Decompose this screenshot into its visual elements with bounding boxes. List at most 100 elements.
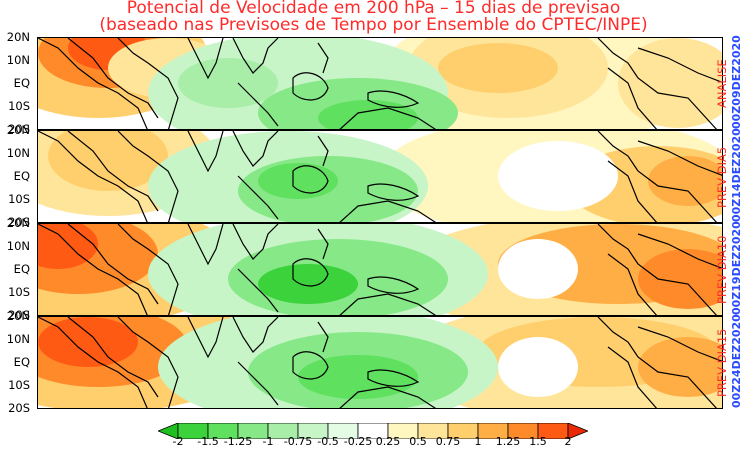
contour-blob-8 [498, 141, 618, 211]
colorbar-max-triangle [567, 423, 588, 439]
colorbar [158, 423, 588, 439]
colorbar-tick-label: 0.75 [435, 435, 461, 448]
coastline-4 [232, 317, 279, 353]
coastline-5 [237, 82, 279, 127]
coastline-11 [607, 160, 658, 222]
coastline-0 [38, 38, 148, 129]
map-field [38, 317, 722, 408]
colorbar-tick-label: 1.25 [495, 435, 521, 448]
coastline-0 [38, 224, 148, 315]
coastline-4 [232, 131, 279, 167]
coastline-2 [117, 317, 179, 408]
coastline-5 [237, 361, 279, 406]
coastline-8 [367, 276, 420, 294]
lat-label-20n: 20N [6, 309, 30, 323]
panel-date: 00Z09DEZ2020 [730, 35, 743, 129]
panel-date: 00Z19DEZ2020 [730, 221, 743, 315]
lat-label-20s: 20S [8, 122, 30, 136]
coastline-1 [67, 38, 159, 119]
coastline-5 [237, 268, 279, 313]
coastline-3 [187, 38, 224, 80]
lat-label-eq: EQ [13, 355, 30, 369]
coastline-7 [317, 228, 329, 260]
colorbar-tick-label: -1.25 [223, 435, 253, 448]
coastline-4 [232, 38, 279, 74]
coastline-8 [367, 90, 420, 108]
lat-label-20n: 20N [6, 123, 30, 137]
lat-label-10s: 10S [8, 378, 30, 392]
lat-label-10s: 10S [8, 192, 30, 206]
lat-label-10n: 10N [6, 53, 30, 67]
contour-blob-9 [498, 337, 578, 397]
contour-blob-5 [638, 249, 722, 309]
contour-blob-2 [38, 317, 138, 367]
contour-blob-11 [178, 58, 278, 108]
coastline-9 [339, 200, 437, 222]
map-panel-2 [37, 130, 723, 223]
colorbar-tick-label: -1.5 [197, 435, 219, 448]
coastline-3 [187, 131, 224, 173]
colorbar-tick-label: -1 [262, 435, 274, 448]
coastline-9 [339, 386, 437, 408]
contour-blob-9 [498, 239, 578, 299]
lat-label-20s: 20S [8, 401, 30, 415]
map-field [38, 224, 722, 315]
coastline-7 [317, 135, 329, 167]
lat-label-10n: 10N [6, 146, 30, 160]
lat-label-eq: EQ [13, 169, 30, 183]
coastline-0 [38, 317, 148, 408]
coastline-7 [317, 42, 329, 74]
coastline-2 [117, 131, 179, 222]
coastline-11 [607, 346, 658, 408]
coastline-11 [607, 253, 658, 315]
lat-label-eq: EQ [13, 76, 30, 90]
coastline-9 [339, 293, 437, 315]
map-panel-4 [37, 316, 723, 409]
contour-blob-7 [258, 163, 338, 199]
colorbar-tick-label: -0.75 [283, 435, 313, 448]
coastline-1 [67, 131, 159, 212]
coastline-9 [339, 107, 437, 129]
coastline-10 [597, 317, 717, 408]
coastline-1 [67, 224, 159, 305]
coastline-10 [597, 131, 717, 222]
coastline-7 [317, 321, 329, 353]
contour-blob-6 [438, 43, 558, 93]
map-panel-3 [37, 223, 723, 316]
coastline-12 [637, 326, 722, 362]
panel-date: 00Z14DEZ2020 [730, 128, 743, 222]
map-field [38, 131, 722, 222]
coastline-6 [292, 72, 329, 101]
coastline-2 [117, 38, 179, 129]
lat-label-10n: 10N [6, 332, 30, 346]
colorbar-tick-label: 1 [474, 435, 482, 448]
coastline-10 [597, 38, 717, 129]
lat-label-20s: 20S [8, 215, 30, 229]
lat-label-20n: 20N [6, 216, 30, 230]
lat-label-10n: 10N [6, 239, 30, 253]
contour-blob-7 [618, 38, 722, 128]
colorbar-tick-label: 1.5 [529, 435, 547, 448]
lat-label-10s: 10S [8, 285, 30, 299]
contour-blob-8 [258, 264, 358, 304]
colorbar-tick-label: 0.5 [409, 435, 427, 448]
chart-title-line-1: Potencial de Velocidade em 200 hPa – 15 … [126, 0, 621, 18]
coastline-1 [67, 317, 159, 398]
coastline-5 [237, 175, 279, 220]
coastline-12 [637, 233, 722, 269]
map-field [38, 38, 722, 129]
coastline-12 [637, 140, 722, 176]
chart-title-line-2: (baseado nas Previsoes de Tempo por Ense… [99, 15, 648, 35]
coastline-4 [232, 224, 279, 260]
lat-label-10s: 10S [8, 99, 30, 113]
coastline-6 [292, 165, 329, 194]
lat-label-20n: 20N [6, 30, 30, 44]
coastline-2 [117, 224, 179, 315]
coastline-3 [187, 224, 224, 266]
coastline-10 [597, 224, 717, 315]
coastline-6 [292, 351, 329, 380]
coastline-0 [38, 131, 148, 222]
coastline-3 [187, 317, 224, 359]
colorbar-tick-label: 0.25 [375, 435, 401, 448]
colorbar-tick-label: -2 [172, 435, 184, 448]
